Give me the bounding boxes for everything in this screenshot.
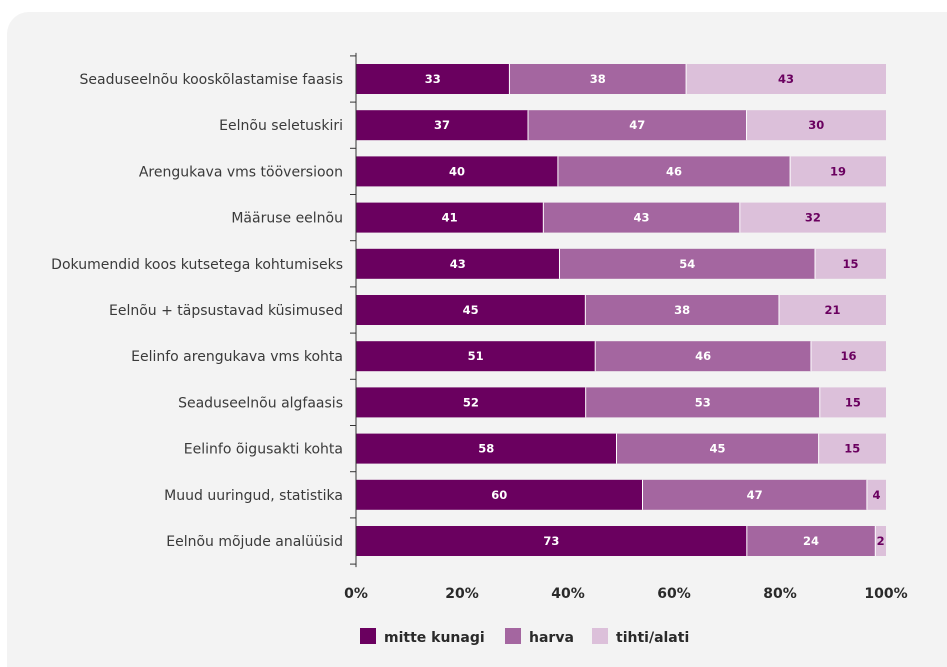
value-label: 4 [872, 488, 880, 502]
bar-segment [686, 64, 886, 94]
x-tick-label: 20% [445, 586, 479, 602]
bar-segment [818, 433, 886, 464]
bar-segment [595, 341, 811, 372]
bar-segment [356, 433, 617, 464]
x-tick-label: 60% [657, 586, 691, 602]
value-label: 24 [803, 534, 819, 548]
value-label: 15 [843, 257, 859, 271]
legend-label: tihti/alati [616, 630, 689, 646]
bar-segment [528, 110, 747, 141]
value-label: 73 [543, 534, 559, 548]
bar-segment [356, 248, 560, 279]
bar-segment [356, 341, 596, 372]
value-label: 38 [674, 303, 690, 317]
value-label: 47 [629, 118, 645, 132]
bar-segment [356, 110, 529, 141]
bar-segment [557, 156, 791, 187]
category-label: Eelnõu + täpsustavad küsimused [109, 303, 343, 319]
value-label: 52 [463, 395, 479, 409]
bar-segment [810, 341, 886, 372]
value-label: 58 [478, 442, 494, 456]
value-label: 46 [695, 349, 711, 363]
value-label: 45 [710, 442, 726, 456]
value-label: 46 [666, 164, 682, 178]
legend-swatch [360, 628, 376, 644]
category-label: Eelinfo arengukava vms kohta [131, 349, 343, 365]
category-labels-layer: Seaduseelnõu kooskõlastamise faasis Eelnõ… [51, 72, 343, 550]
value-label: 30 [808, 118, 824, 132]
bar-segment [559, 248, 816, 279]
value-label: 43 [450, 257, 466, 271]
value-label: 41 [442, 211, 458, 225]
bar-segment [585, 387, 820, 418]
value-label: 53 [695, 395, 711, 409]
category-label: Arengukava vms tööversioon [139, 164, 343, 180]
x-tick-labels: 0% 20% 40% 60% 80% 100% [344, 586, 908, 602]
bar-segment [815, 248, 886, 279]
x-tick-label: 40% [551, 586, 585, 602]
category-label: Seaduseelnõu kooskõlastamise faasis [80, 72, 344, 88]
legend-label: mitte kunagi [384, 630, 485, 646]
x-tick-label: 0% [344, 586, 368, 602]
category-label: Eelnõu mõjude analüüsid [166, 534, 343, 550]
bar-segment [356, 64, 510, 94]
bars-layer [356, 64, 886, 556]
category-label: Määruse eelnõu [231, 211, 343, 227]
value-label: 45 [463, 303, 479, 317]
x-tick-label: 80% [763, 586, 797, 602]
value-label: 33 [425, 72, 441, 86]
bar-segment [866, 479, 886, 510]
bar-segment [356, 479, 643, 510]
legend-swatch [505, 628, 521, 644]
bar-segment [875, 526, 886, 556]
value-label: 37 [434, 118, 450, 132]
value-label: 19 [830, 164, 846, 178]
value-label: 51 [468, 349, 484, 363]
bar-segment [790, 156, 886, 187]
category-label: Dokumendid koos kutsetega kohtumiseks [51, 257, 343, 273]
bar-segment [778, 295, 886, 325]
value-label: 60 [491, 488, 507, 502]
x-tick-label: 100% [864, 586, 907, 602]
bar-segment [616, 433, 819, 464]
bar-segment [356, 156, 558, 187]
value-label: 21 [824, 303, 840, 317]
bar-segment [509, 64, 687, 94]
bar-segment [356, 202, 544, 233]
bar-segment [356, 526, 747, 556]
bar-segment [746, 110, 886, 141]
value-label: 15 [844, 442, 860, 456]
value-label: 47 [747, 488, 763, 502]
y-axis-ticks [350, 55, 356, 565]
value-label: 43 [778, 72, 794, 86]
value-label: 43 [634, 211, 650, 225]
value-label: 2 [877, 534, 885, 548]
bar-segment [819, 387, 886, 418]
category-label: Eelnõu seletuskiri [219, 118, 343, 134]
legend: mitte kunagi harva tihti/alati [360, 628, 689, 646]
bar-segment [739, 202, 886, 233]
legend-swatch [592, 628, 608, 644]
bar-segment [356, 295, 586, 325]
bar-segment [642, 479, 867, 510]
category-label: Seaduseelnõu algfaasis [178, 395, 343, 411]
value-label: 40 [449, 164, 465, 178]
legend-label: harva [529, 630, 574, 646]
value-label: 15 [845, 395, 861, 409]
bar-segment [356, 387, 586, 418]
category-label: Muud uuringud, statistika [164, 488, 343, 504]
bar-segment [746, 526, 876, 556]
bar-segment [543, 202, 740, 233]
bar-segment [585, 295, 779, 325]
category-label: Eelinfo õigusakti kohta [184, 442, 343, 458]
value-label: 38 [590, 72, 606, 86]
value-label: 16 [840, 349, 856, 363]
value-label: 32 [805, 211, 821, 225]
value-label: 54 [679, 257, 695, 271]
